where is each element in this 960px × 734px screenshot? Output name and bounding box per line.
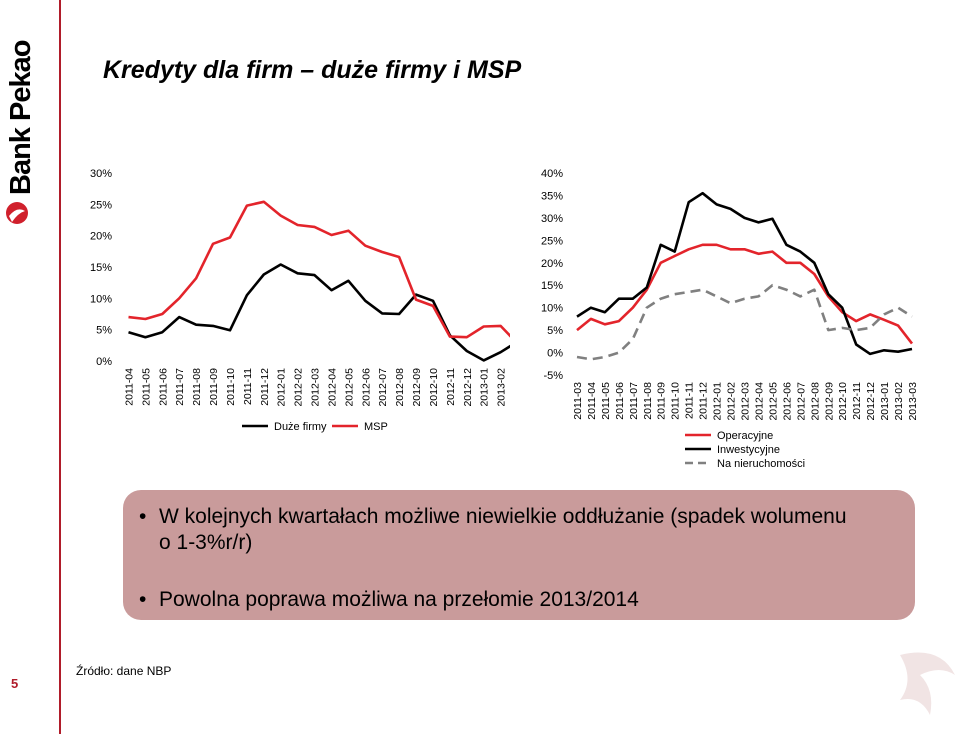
x-tick-label: 2011-08 bbox=[642, 382, 654, 420]
x-tick-label: 2013-03 bbox=[907, 382, 919, 421]
x-tick-label: 2011-11 bbox=[242, 368, 254, 405]
bullet-text: Powolna poprawa możliwa na przełomie 201… bbox=[159, 588, 639, 611]
bullet-text: W kolejnych kwartałach możliwe niewielki… bbox=[159, 505, 847, 554]
x-tick-label: 2012-04 bbox=[753, 382, 765, 421]
x-tick-label: 2012-07 bbox=[795, 382, 807, 421]
legend-label: Duże firmy bbox=[274, 421, 327, 433]
y-tick-label: 30% bbox=[541, 213, 563, 225]
x-tick-label: 2012-09 bbox=[411, 368, 423, 407]
x-tick-label: 2012-08 bbox=[394, 368, 406, 407]
x-tick-label: 2012-06 bbox=[360, 368, 372, 407]
y-tick-label: 0% bbox=[96, 356, 112, 368]
bullet-dot: • bbox=[139, 588, 147, 611]
y-tick-label: 0% bbox=[547, 348, 563, 360]
bullet-item: • W kolejnych kwartałach możliwe niewiel… bbox=[139, 504, 859, 556]
chart-loan-types: -5%0%5%10%15%20%25%30%35%40%2011-03 2011-… bbox=[541, 168, 919, 470]
x-tick-label: 2012-05 bbox=[343, 368, 355, 407]
source-note: Źródło: dane NBP bbox=[76, 664, 172, 678]
x-tick-label: 2011-11 bbox=[684, 382, 696, 419]
x-tick-label: 2012-12 bbox=[865, 382, 877, 421]
x-tick-label: 2012-02 bbox=[726, 382, 738, 421]
x-tick-label: 2011-07 bbox=[174, 368, 186, 406]
series-line-0 bbox=[576, 243, 914, 345]
x-tick-label: 2011-09 bbox=[208, 368, 220, 406]
y-tick-label: 25% bbox=[541, 235, 563, 247]
x-tick-label: 2011-06 bbox=[157, 368, 169, 406]
x-tick-label: 2011-04 bbox=[586, 382, 598, 420]
x-tick-label: 2012-01 bbox=[276, 368, 288, 407]
legend-label: MSP bbox=[364, 421, 388, 433]
legend-label: Operacyjne bbox=[717, 430, 773, 442]
x-tick-label: 2012-02 bbox=[293, 368, 305, 407]
summary-box: • W kolejnych kwartałach możliwe niewiel… bbox=[123, 490, 915, 620]
x-tick-label: 2011-10 bbox=[670, 382, 682, 420]
bank-pekao-logo: Bank Pekao bbox=[5, 40, 37, 224]
x-tick-label: 2011-05 bbox=[600, 382, 612, 420]
x-tick-label: 2011-06 bbox=[614, 382, 626, 420]
series-line-0 bbox=[128, 263, 510, 362]
x-tick-label: 2012-06 bbox=[781, 382, 793, 421]
series-line-2 bbox=[576, 283, 913, 361]
y-tick-label: 35% bbox=[541, 190, 563, 202]
decorative-swirl-icon bbox=[900, 652, 955, 715]
x-tick-label: 2012-10 bbox=[837, 382, 849, 421]
y-tick-label: 20% bbox=[541, 258, 563, 270]
legend-label: Na nieruchomości bbox=[717, 458, 805, 470]
x-tick-label: 2012-12 bbox=[462, 368, 474, 407]
y-tick-label: 5% bbox=[547, 325, 563, 337]
svg-text:Bank Pekao: Bank Pekao bbox=[5, 40, 37, 195]
x-tick-label: 2012-11 bbox=[851, 382, 863, 420]
x-tick-label: 2013-02 bbox=[496, 368, 508, 407]
chart-large-vs-sme: 0% 5% 10% 15% 20% 25% 30% 2011-04 2011-05 2011-06… bbox=[90, 168, 510, 433]
x-tick-label: 2012-10 bbox=[428, 368, 440, 407]
x-tick-label: 2011-05 bbox=[140, 368, 152, 406]
x-tick-label: 2012-11 bbox=[445, 368, 457, 406]
series-line-1 bbox=[576, 191, 913, 356]
x-tick-label: 2012-09 bbox=[823, 382, 835, 421]
legend-label: Inwestycyjne bbox=[717, 444, 780, 456]
y-tick-label: 15% bbox=[541, 280, 563, 292]
series-line-1 bbox=[128, 200, 510, 339]
y-tick-label: 40% bbox=[541, 168, 563, 180]
x-tick-label: 2011-12 bbox=[698, 382, 710, 420]
x-tick-label: 2012-05 bbox=[767, 382, 779, 421]
x-tick-label: 2012-08 bbox=[809, 382, 821, 421]
y-tick-label: 10% bbox=[90, 293, 112, 305]
y-tick-label: 20% bbox=[90, 231, 112, 243]
x-tick-label: 2013-02 bbox=[893, 382, 905, 421]
x-tick-label: 2012-07 bbox=[377, 368, 389, 407]
x-tick-label: 2011-04 bbox=[123, 368, 135, 406]
y-tick-label: 25% bbox=[90, 199, 112, 211]
x-tick-label: 2013-01 bbox=[479, 368, 491, 407]
x-tick-label: 2012-01 bbox=[712, 382, 724, 421]
x-tick-label: 2011-03 bbox=[572, 382, 584, 420]
y-tick-label: 5% bbox=[96, 325, 112, 337]
slide-title: Kredyty dla firm – duże firmy i MSP bbox=[103, 56, 522, 84]
x-tick-label: 2013-01 bbox=[879, 382, 891, 421]
y-tick-label: 10% bbox=[541, 303, 563, 315]
x-tick-label: 2012-03 bbox=[310, 368, 322, 407]
x-tick-label: 2012-03 bbox=[740, 382, 752, 421]
x-tick-label: 2012-04 bbox=[326, 368, 338, 407]
x-tick-label: 2011-07 bbox=[628, 382, 640, 420]
bullet-item: • Powolna poprawa możliwa na przełomie 2… bbox=[139, 587, 639, 613]
x-tick-label: 2011-12 bbox=[259, 368, 271, 406]
y-tick-label: -5% bbox=[543, 370, 563, 382]
x-tick-label: 2011-08 bbox=[191, 368, 203, 406]
x-tick-label: 2011-09 bbox=[656, 382, 668, 420]
bullet-dot: • bbox=[139, 505, 147, 528]
y-tick-label: 15% bbox=[90, 262, 112, 274]
x-tick-label: 2011-10 bbox=[225, 368, 237, 406]
page-number: 5 bbox=[11, 676, 19, 691]
sidebar-divider bbox=[59, 0, 61, 734]
y-tick-label: 30% bbox=[90, 168, 112, 180]
